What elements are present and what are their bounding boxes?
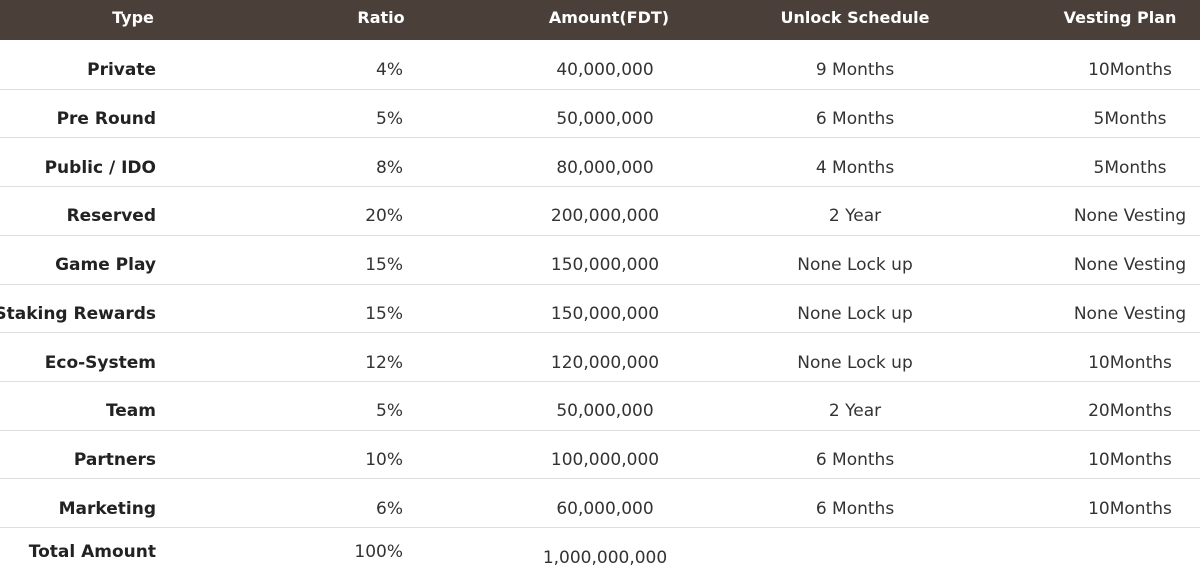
table-cell: 5% bbox=[376, 401, 403, 422]
row-label: Pre Round bbox=[56, 109, 156, 130]
table-cell: 15% bbox=[365, 255, 403, 276]
table-cell: 15% bbox=[365, 303, 403, 324]
table-cell: None Vesting bbox=[1073, 206, 1187, 227]
table-cell: 120,000,000 bbox=[550, 352, 660, 373]
total-label: Total Amount bbox=[28, 542, 156, 562]
table-cell: 20Months bbox=[1088, 401, 1172, 422]
table-cell: 150,000,000 bbox=[550, 255, 660, 276]
row-separator bbox=[0, 235, 1200, 236]
table-cell: 200,000,000 bbox=[550, 206, 660, 227]
table-cell: 2 Year bbox=[828, 206, 882, 227]
table-cell: 2 Year bbox=[828, 401, 882, 422]
table-cell: 50,000,000 bbox=[556, 401, 654, 422]
table-cell: None Vesting bbox=[1073, 255, 1187, 276]
table-cell: 9 Months bbox=[815, 60, 895, 81]
table-cell: 4 Months bbox=[815, 157, 895, 178]
table-cell: 150,000,000 bbox=[550, 303, 660, 324]
table-cell: 5Months bbox=[1093, 109, 1167, 130]
table-cell: 10% bbox=[365, 449, 403, 470]
row-separator bbox=[0, 137, 1200, 138]
header-cell: Unlock Schedule bbox=[780, 8, 930, 27]
table-cell: 10Months bbox=[1088, 352, 1172, 373]
table-cell: None Vesting bbox=[1073, 303, 1187, 324]
row-separator bbox=[0, 284, 1200, 285]
row-separator bbox=[0, 89, 1200, 90]
row-label: Partners bbox=[73, 449, 156, 470]
row-label: Marketing bbox=[58, 498, 156, 519]
table-cell: 6 Months bbox=[815, 109, 895, 130]
row-separator bbox=[0, 381, 1200, 382]
table-cell: 50,000,000 bbox=[556, 109, 654, 130]
table-cell: 10Months bbox=[1088, 498, 1172, 519]
table-cell: None Lock up bbox=[797, 303, 913, 324]
table-cell: None Lock up bbox=[797, 255, 913, 276]
header-cell: Ratio bbox=[357, 8, 405, 27]
table-cell: 100,000,000 bbox=[550, 449, 660, 470]
row-separator bbox=[0, 478, 1200, 479]
row-label: Public / IDO bbox=[44, 157, 156, 178]
table-cell: 6% bbox=[376, 498, 403, 519]
row-label: Private bbox=[87, 60, 156, 81]
table-cell: 60,000,000 bbox=[556, 498, 654, 519]
row-separator bbox=[0, 430, 1200, 431]
header-cell: Amount(FDT) bbox=[548, 8, 670, 27]
total-cell: 100% bbox=[354, 542, 403, 562]
row-label: Staking Rewards bbox=[0, 303, 156, 324]
table-cell: 5% bbox=[376, 109, 403, 130]
table-cell: 10Months bbox=[1088, 449, 1172, 470]
row-label: Reserved bbox=[66, 206, 156, 227]
table-cell: None Lock up bbox=[797, 352, 913, 373]
row-label: Game Play bbox=[55, 255, 156, 276]
row-separator bbox=[0, 186, 1200, 187]
table-cell: 40,000,000 bbox=[556, 60, 654, 81]
table-cell: 8% bbox=[376, 157, 403, 178]
row-separator bbox=[0, 527, 1200, 528]
table-cell: 5Months bbox=[1093, 157, 1167, 178]
row-label: Eco-System bbox=[44, 352, 156, 373]
table-cell: 6 Months bbox=[815, 498, 895, 519]
table-header: Type Ratio Amount(FDT) Unlock Schedule Vesti… bbox=[0, 0, 1200, 40]
row-label: Team bbox=[105, 401, 156, 422]
total-cell: 1,000,000,000 bbox=[542, 548, 668, 568]
row-separator bbox=[0, 332, 1200, 333]
table-cell: 80,000,000 bbox=[556, 157, 654, 178]
header-cell: Vesting Plan bbox=[1063, 8, 1177, 27]
table-cell: 12% bbox=[365, 352, 403, 373]
table-cell: 20% bbox=[365, 206, 403, 227]
table-cell: 10Months bbox=[1088, 60, 1172, 81]
header-cell: Type bbox=[112, 8, 154, 27]
table-cell: 6 Months bbox=[815, 449, 895, 470]
table-cell: 4% bbox=[376, 60, 403, 81]
